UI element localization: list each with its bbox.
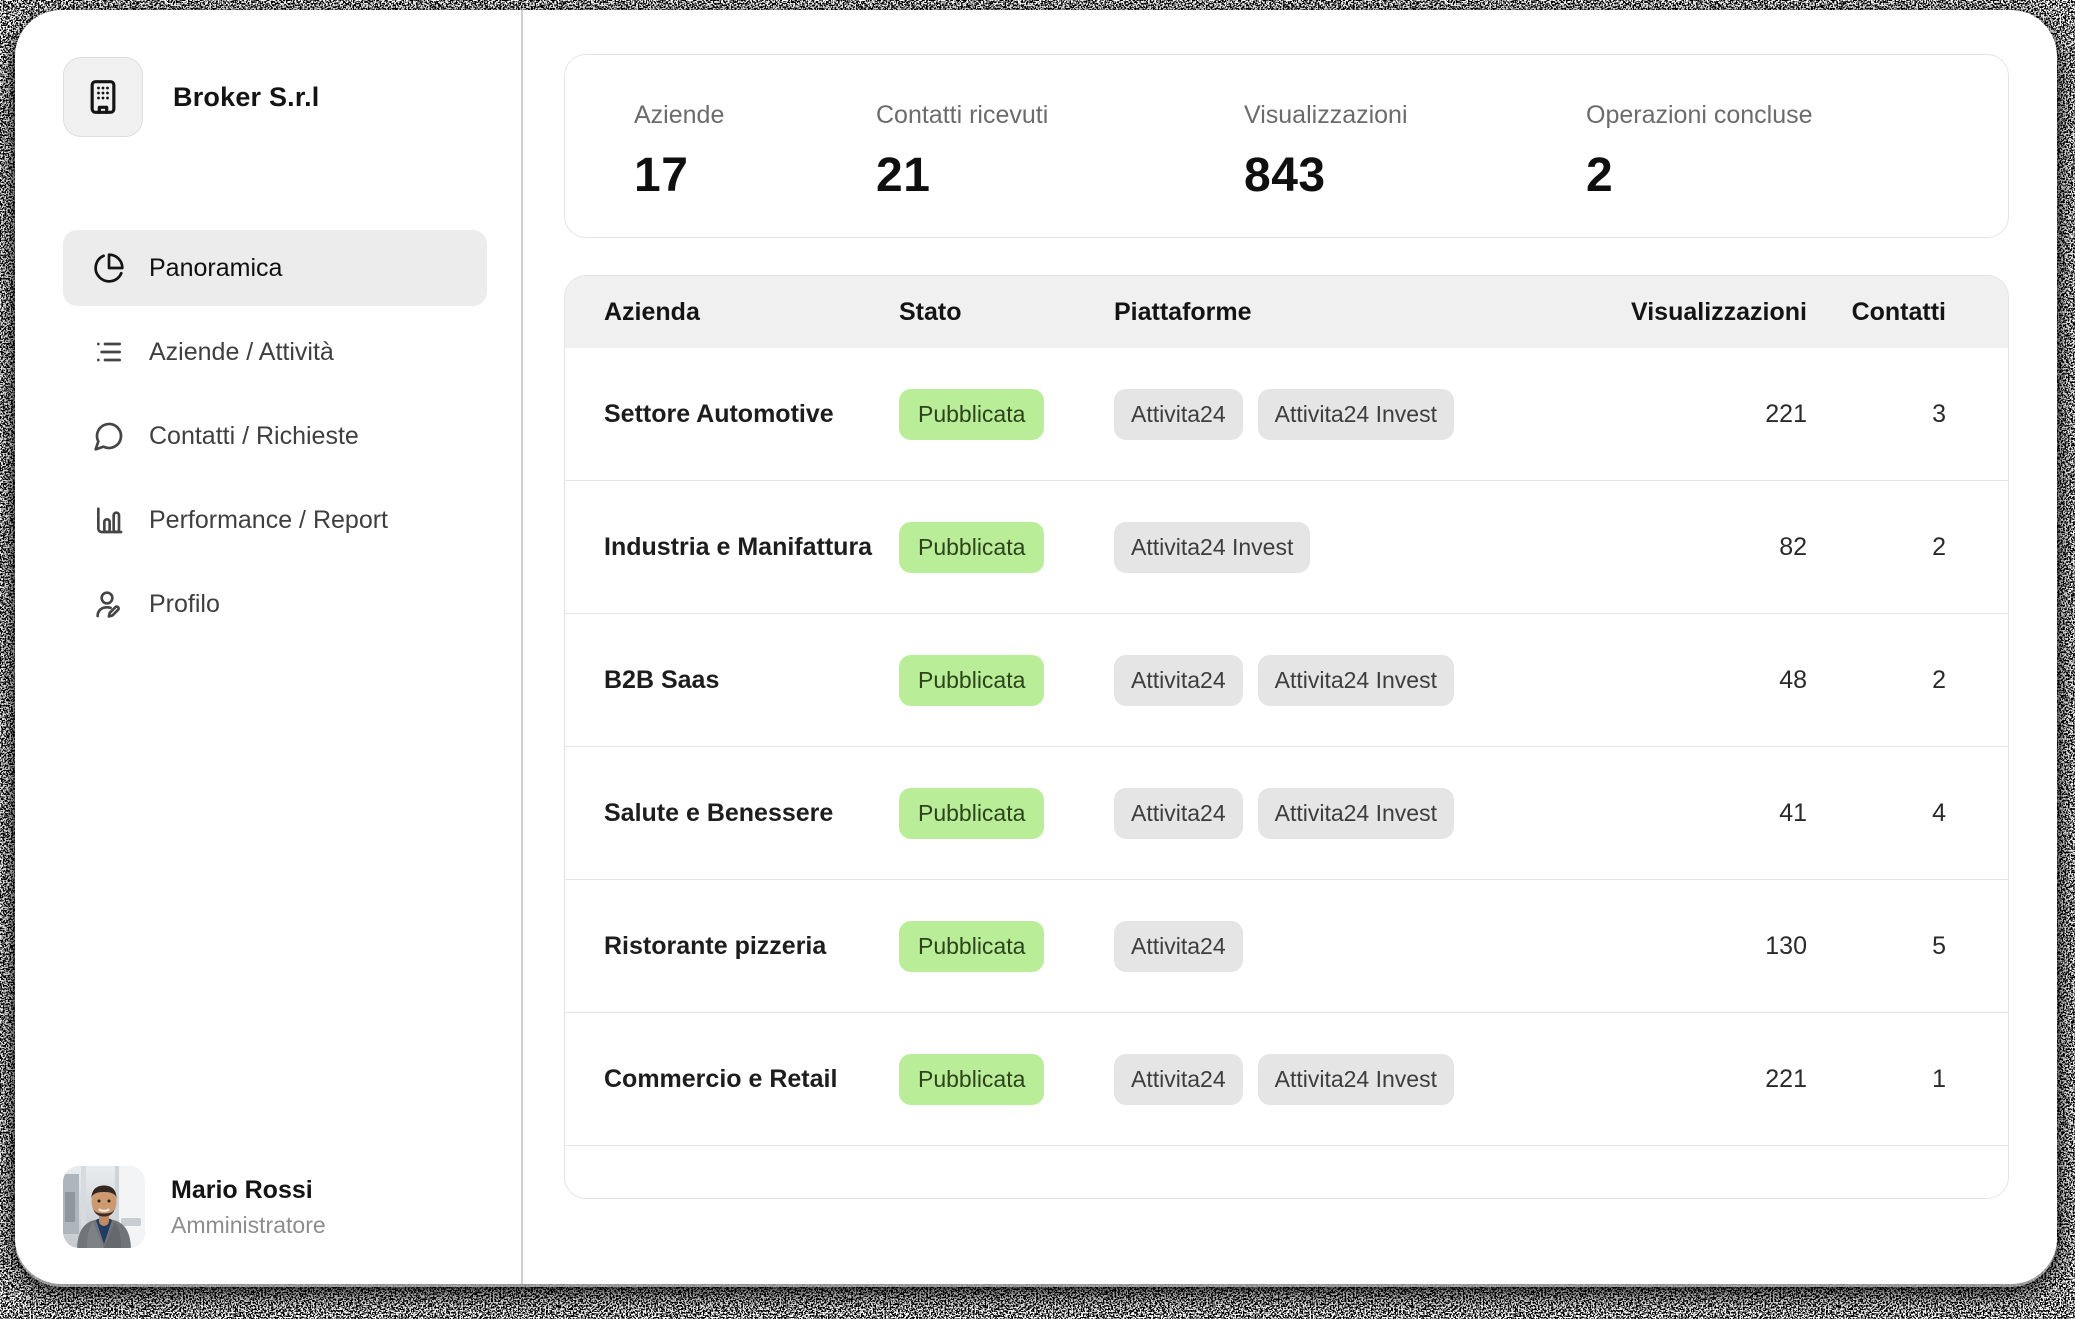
bar-chart-icon [93, 504, 125, 536]
sidebar-nav: Panoramica Aziende / Attività [63, 230, 521, 642]
platform-chip: Attivita24 [1114, 920, 1243, 972]
platform-chip: Attivita24 [1114, 787, 1243, 839]
views-value: 48 [1779, 665, 1807, 694]
stat-label: Aziende [634, 101, 725, 129]
stat-label: Contatti ricevuti [876, 101, 1049, 129]
platform-chip: Attivita24 Invest [1257, 787, 1454, 839]
col-contatti: Contatti [1851, 297, 1946, 326]
status-badge: Pubblicata [899, 521, 1045, 573]
company-name: Salute e Benessere [604, 798, 834, 827]
sidebar-item-panoramica[interactable]: Panoramica [63, 230, 487, 306]
building-icon [63, 57, 143, 137]
table-row[interactable]: Commercio e Retail Pubblicata Attivita24… [565, 1013, 2008, 1146]
sidebar-item-aziende[interactable]: Aziende / Attività [63, 314, 487, 390]
sidebar-item-label: Panoramica [149, 253, 283, 282]
stat-visualizzazioni: Visualizzazioni 843 [1244, 101, 1586, 237]
table-row[interactable]: Ristorante pizzeria Pubblicata Attivita2… [565, 880, 2008, 1013]
main-content: Aziende 17 Contatti ricevuti 21 Visualiz… [523, 10, 2057, 1284]
company-name: Ristorante pizzeria [604, 931, 827, 960]
user-profile[interactable]: Mario Rossi Amministratore [63, 1166, 326, 1248]
stat-aziende: Aziende 17 [634, 101, 876, 237]
status-badge: Pubblicata [899, 654, 1045, 706]
status-badge: Pubblicata [899, 1053, 1045, 1105]
col-visualizzazioni: Visualizzazioni [1631, 297, 1807, 326]
platform-chip: Attivita24 [1114, 1053, 1243, 1105]
col-piattaforme: Piattaforme [1114, 297, 1252, 326]
sidebar-item-performance[interactable]: Performance / Report [63, 482, 487, 558]
table-row[interactable]: Industria e Manifattura Pubblicata Attiv… [565, 481, 2008, 614]
col-stato: Stato [899, 297, 962, 326]
contacts-value: 5 [1932, 931, 1946, 960]
user-name: Mario Rossi [171, 1175, 313, 1204]
sidebar-item-label: Contatti / Richieste [149, 421, 359, 450]
sidebar-item-label: Aziende / Attività [149, 337, 334, 366]
status-badge: Pubblicata [899, 787, 1045, 839]
platform-chip: Attivita24 [1114, 654, 1243, 706]
contacts-value: 2 [1932, 665, 1946, 694]
contacts-value: 3 [1932, 399, 1946, 428]
sidebar-item-label: Performance / Report [149, 505, 388, 534]
contacts-value: 1 [1932, 1064, 1946, 1093]
list-icon [93, 336, 125, 368]
stat-value: 843 [1244, 149, 1326, 202]
status-badge: Pubblicata [899, 388, 1045, 440]
table-row[interactable]: Settore Automotive Pubblicata Attivita24… [565, 348, 2008, 481]
chat-bubble-icon [93, 420, 125, 452]
user-role: Amministratore [171, 1211, 326, 1238]
company-name: Industria e Manifattura [604, 532, 873, 561]
pie-chart-icon [93, 252, 125, 284]
views-value: 221 [1765, 1064, 1807, 1093]
stat-label: Visualizzazioni [1244, 101, 1408, 129]
table-row[interactable]: Salute e Benessere Pubblicata Attivita24… [565, 747, 2008, 880]
status-badge: Pubblicata [899, 920, 1045, 972]
stat-value: 21 [876, 149, 931, 202]
user-edit-icon [93, 588, 125, 620]
views-value: 41 [1779, 798, 1807, 827]
views-value: 221 [1765, 399, 1807, 428]
platform-chip: Attivita24 [1114, 388, 1243, 440]
stats-card: Aziende 17 Contatti ricevuti 21 Visualiz… [564, 54, 2009, 238]
table-row[interactable]: B2B Saas Pubblicata Attivita24 Attivita2… [565, 614, 2008, 747]
sidebar-item-label: Profilo [149, 589, 220, 618]
stat-label: Operazioni concluse [1586, 101, 1813, 129]
sidebar: Broker S.r.l Panoramica [15, 10, 523, 1284]
brand-name: Broker S.r.l [173, 81, 320, 112]
companies-table: Azienda Stato Piattaforme Visualizzazion… [564, 275, 2009, 1199]
brand[interactable]: Broker S.r.l [63, 57, 521, 137]
stat-value: 2 [1586, 149, 1614, 202]
sidebar-item-contatti[interactable]: Contatti / Richieste [63, 398, 487, 474]
stat-value: 17 [634, 149, 689, 202]
platform-chip: Attivita24 Invest [1257, 654, 1454, 706]
stat-contatti-ricevuti: Contatti ricevuti 21 [876, 101, 1244, 237]
contacts-value: 4 [1932, 798, 1946, 827]
company-name: Settore Automotive [604, 399, 834, 428]
avatar [63, 1166, 145, 1248]
platform-chip: Attivita24 Invest [1257, 388, 1454, 440]
contacts-value: 2 [1932, 532, 1946, 561]
views-value: 130 [1765, 931, 1807, 960]
platform-chip: Attivita24 Invest [1114, 521, 1311, 573]
col-azienda: Azienda [604, 297, 700, 326]
table-header: Azienda Stato Piattaforme Visualizzazion… [565, 276, 2008, 348]
app-window: Broker S.r.l Panoramica [15, 10, 2057, 1284]
sidebar-item-profilo[interactable]: Profilo [63, 566, 487, 642]
platform-chip: Attivita24 Invest [1257, 1053, 1454, 1105]
stat-operazioni-concluse: Operazioni concluse 2 [1586, 101, 1813, 237]
company-name: Commercio e Retail [604, 1064, 838, 1093]
views-value: 82 [1779, 532, 1807, 561]
company-name: B2B Saas [604, 665, 720, 694]
